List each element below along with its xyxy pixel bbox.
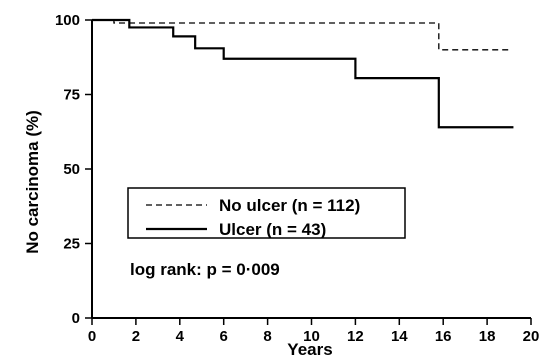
x-tick-label: 16	[435, 328, 452, 345]
series-line-no-ulcer	[92, 19, 510, 51]
y-tick-label: 25	[63, 236, 80, 253]
x-tick-label: 18	[479, 328, 496, 345]
log-rank-annotation: log rank: p = 0·009	[130, 260, 280, 279]
legend: No ulcer (n = 112) Ulcer (n = 43)	[127, 187, 406, 239]
legend-label-ulcer: Ulcer (n = 43)	[219, 220, 326, 239]
x-tick-label: 20	[523, 328, 540, 345]
x-tick-label: 2	[132, 328, 140, 345]
y-tick-label: 50	[63, 161, 80, 178]
y-tick-label: 100	[55, 12, 80, 29]
y-tick-label: 75	[63, 87, 80, 104]
ticks: 0 2 4 6 8 10 12 14 16 18 20 0 25 50 75 100	[55, 12, 539, 345]
x-tick-label: 14	[391, 328, 408, 345]
x-tick-label: 12	[347, 328, 364, 345]
x-tick-label: 0	[88, 328, 96, 345]
y-tick-label: 0	[72, 310, 80, 327]
x-axis-title: Years	[287, 340, 332, 359]
x-tick-label: 10	[303, 328, 320, 345]
y-axis-title: No carcinoma (%)	[23, 110, 42, 254]
legend-label-no-ulcer: No ulcer (n = 112)	[219, 196, 360, 215]
series-line-ulcer	[92, 18, 514, 129]
x-tick-label: 8	[263, 328, 271, 345]
x-tick-label: 6	[220, 328, 228, 345]
x-tick-label: 4	[176, 328, 185, 345]
series-lines	[92, 18, 514, 129]
